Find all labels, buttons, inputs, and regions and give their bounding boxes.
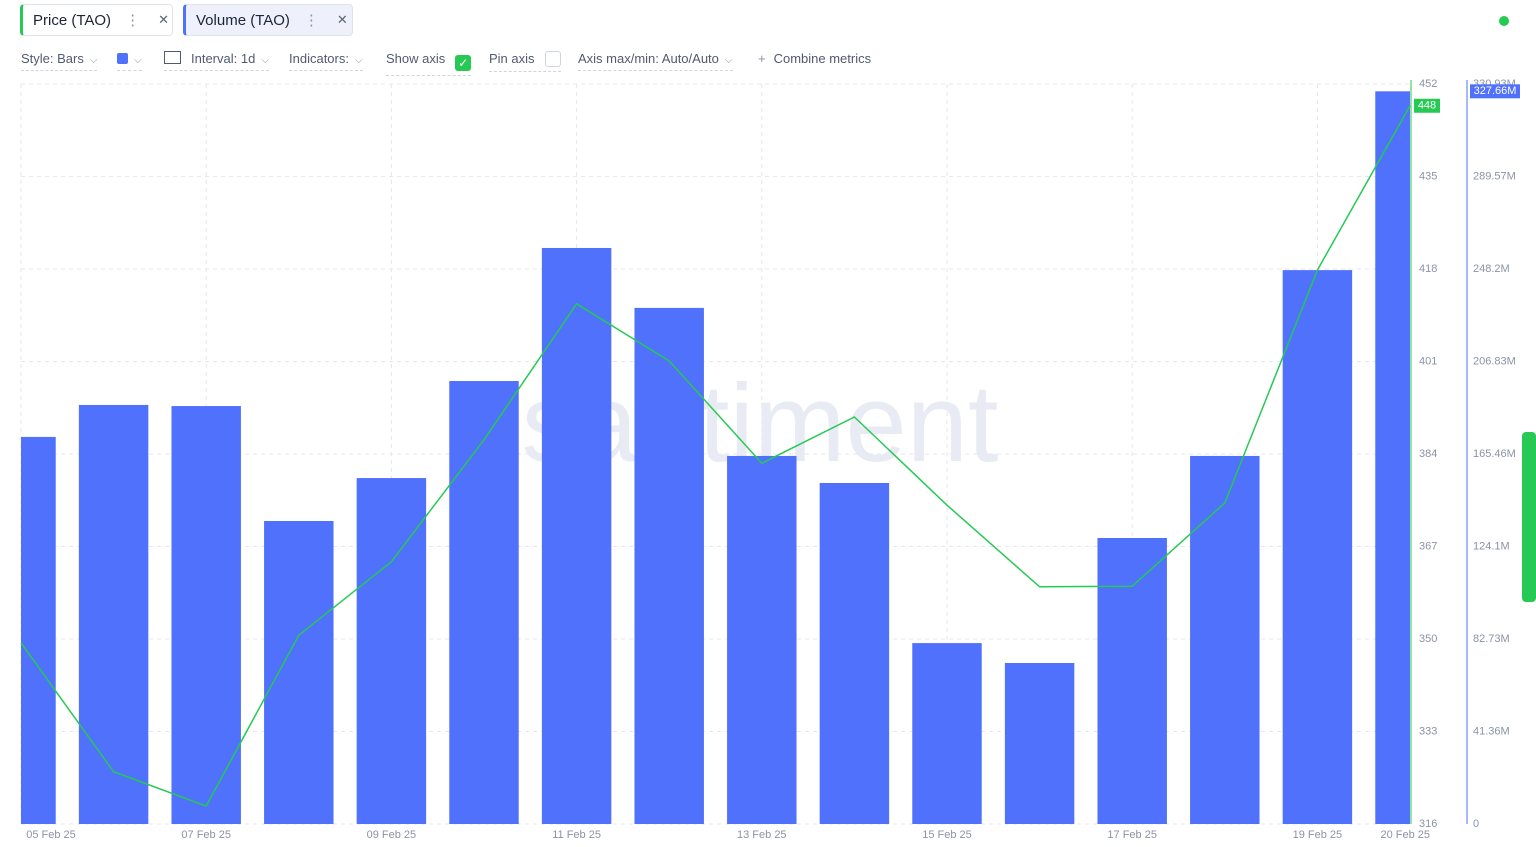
side-tab[interactable] <box>1522 432 1536 602</box>
y-tick-label: 452 <box>1419 78 1437 90</box>
y2-tick-label: 248.2M <box>1473 263 1510 275</box>
y-tick-label: 384 <box>1419 448 1437 460</box>
y2-tick-label: 0 <box>1473 818 1479 830</box>
label: Interval: 1d <box>191 51 256 66</box>
x-tick-label: 17 Feb 25 <box>1107 829 1157 841</box>
bar <box>1004 662 1075 824</box>
label: Indicators: <box>289 51 349 66</box>
y2-tick-label: 41.36M <box>1473 725 1510 737</box>
bar <box>1375 91 1410 824</box>
bar <box>171 406 241 824</box>
status-dot <box>1499 16 1509 26</box>
y2-tick-label: 124.1M <box>1473 540 1510 552</box>
y-tick-label: 401 <box>1419 355 1437 367</box>
bar <box>819 482 890 824</box>
label: Axis max/min: Auto/Auto <box>578 51 719 66</box>
x-tick-label: 09 Feb 25 <box>367 829 417 841</box>
style-select[interactable]: Style: Bars ⌵ <box>21 51 98 71</box>
y-tick-label: 350 <box>1419 633 1437 645</box>
indicators-select[interactable]: Indicators: ⌵ <box>289 51 363 71</box>
x-tick-label: 19 Feb 25 <box>1293 829 1343 841</box>
bar <box>1097 537 1167 824</box>
x-tick-label: 07 Feb 25 <box>181 829 231 841</box>
y2-tick-label: 206.83M <box>1473 355 1516 367</box>
y-tick-label: 333 <box>1419 725 1437 737</box>
last-value-label: 327.66M <box>1474 85 1517 97</box>
last-value-tag <box>1470 84 1520 99</box>
y2-tick-label: 289.57M <box>1473 170 1516 182</box>
tab-label: Price (TAO) <box>33 11 112 29</box>
bar <box>21 436 56 824</box>
metric-tab[interactable]: Price (TAO) ⋮ ✕ <box>20 4 173 36</box>
x-tick-label: 15 Feb 25 <box>922 829 972 841</box>
label: Pin axis <box>489 51 535 66</box>
label: Combine metrics <box>773 51 872 66</box>
y-tick-label: 418 <box>1419 263 1437 275</box>
show-axis-toggle[interactable]: Show axis ✓ <box>386 51 472 76</box>
bar <box>634 307 704 824</box>
x-tick-label: 20 Feb 25 <box>1380 829 1430 841</box>
interval-select[interactable]: Interval: 1d ⌵ <box>164 51 269 71</box>
last-value-label: 448 <box>1418 100 1436 112</box>
tab-label: Volume (TAO) <box>196 11 290 29</box>
pin-axis-toggle[interactable]: Pin axis <box>489 51 561 72</box>
bar <box>78 404 149 824</box>
x-tick-label: 05 Feb 25 <box>26 829 76 841</box>
bar <box>912 643 982 824</box>
last-value-tag <box>1414 98 1440 113</box>
bar <box>264 521 334 824</box>
combine-button[interactable]: + Combine metrics <box>758 51 872 66</box>
y-tick-label: 435 <box>1419 170 1437 182</box>
y-tick-label: 316 <box>1419 818 1437 830</box>
bar <box>356 478 427 824</box>
price-line <box>20 105 1411 807</box>
y2-tick-label: 82.73M <box>1473 633 1510 645</box>
bar <box>727 455 797 824</box>
y-tick-label: 367 <box>1419 540 1437 552</box>
axis-maxmin-select[interactable]: Axis max/min: Auto/Auto ⌵ <box>578 51 733 71</box>
bar <box>1190 455 1260 824</box>
bar <box>1282 270 1353 825</box>
x-tick-label: 13 Feb 25 <box>737 829 787 841</box>
label: Show axis <box>386 51 446 66</box>
label: Style: Bars <box>21 51 84 66</box>
bar <box>449 381 519 824</box>
metric-tab[interactable]: Volume (TAO) ⋮ ✕ <box>183 4 353 36</box>
color-select[interactable]: ⌵ <box>117 51 142 71</box>
bar <box>541 247 612 824</box>
y2-tick-label: 165.46M <box>1473 448 1516 460</box>
x-tick-label: 11 Feb 25 <box>552 829 601 841</box>
